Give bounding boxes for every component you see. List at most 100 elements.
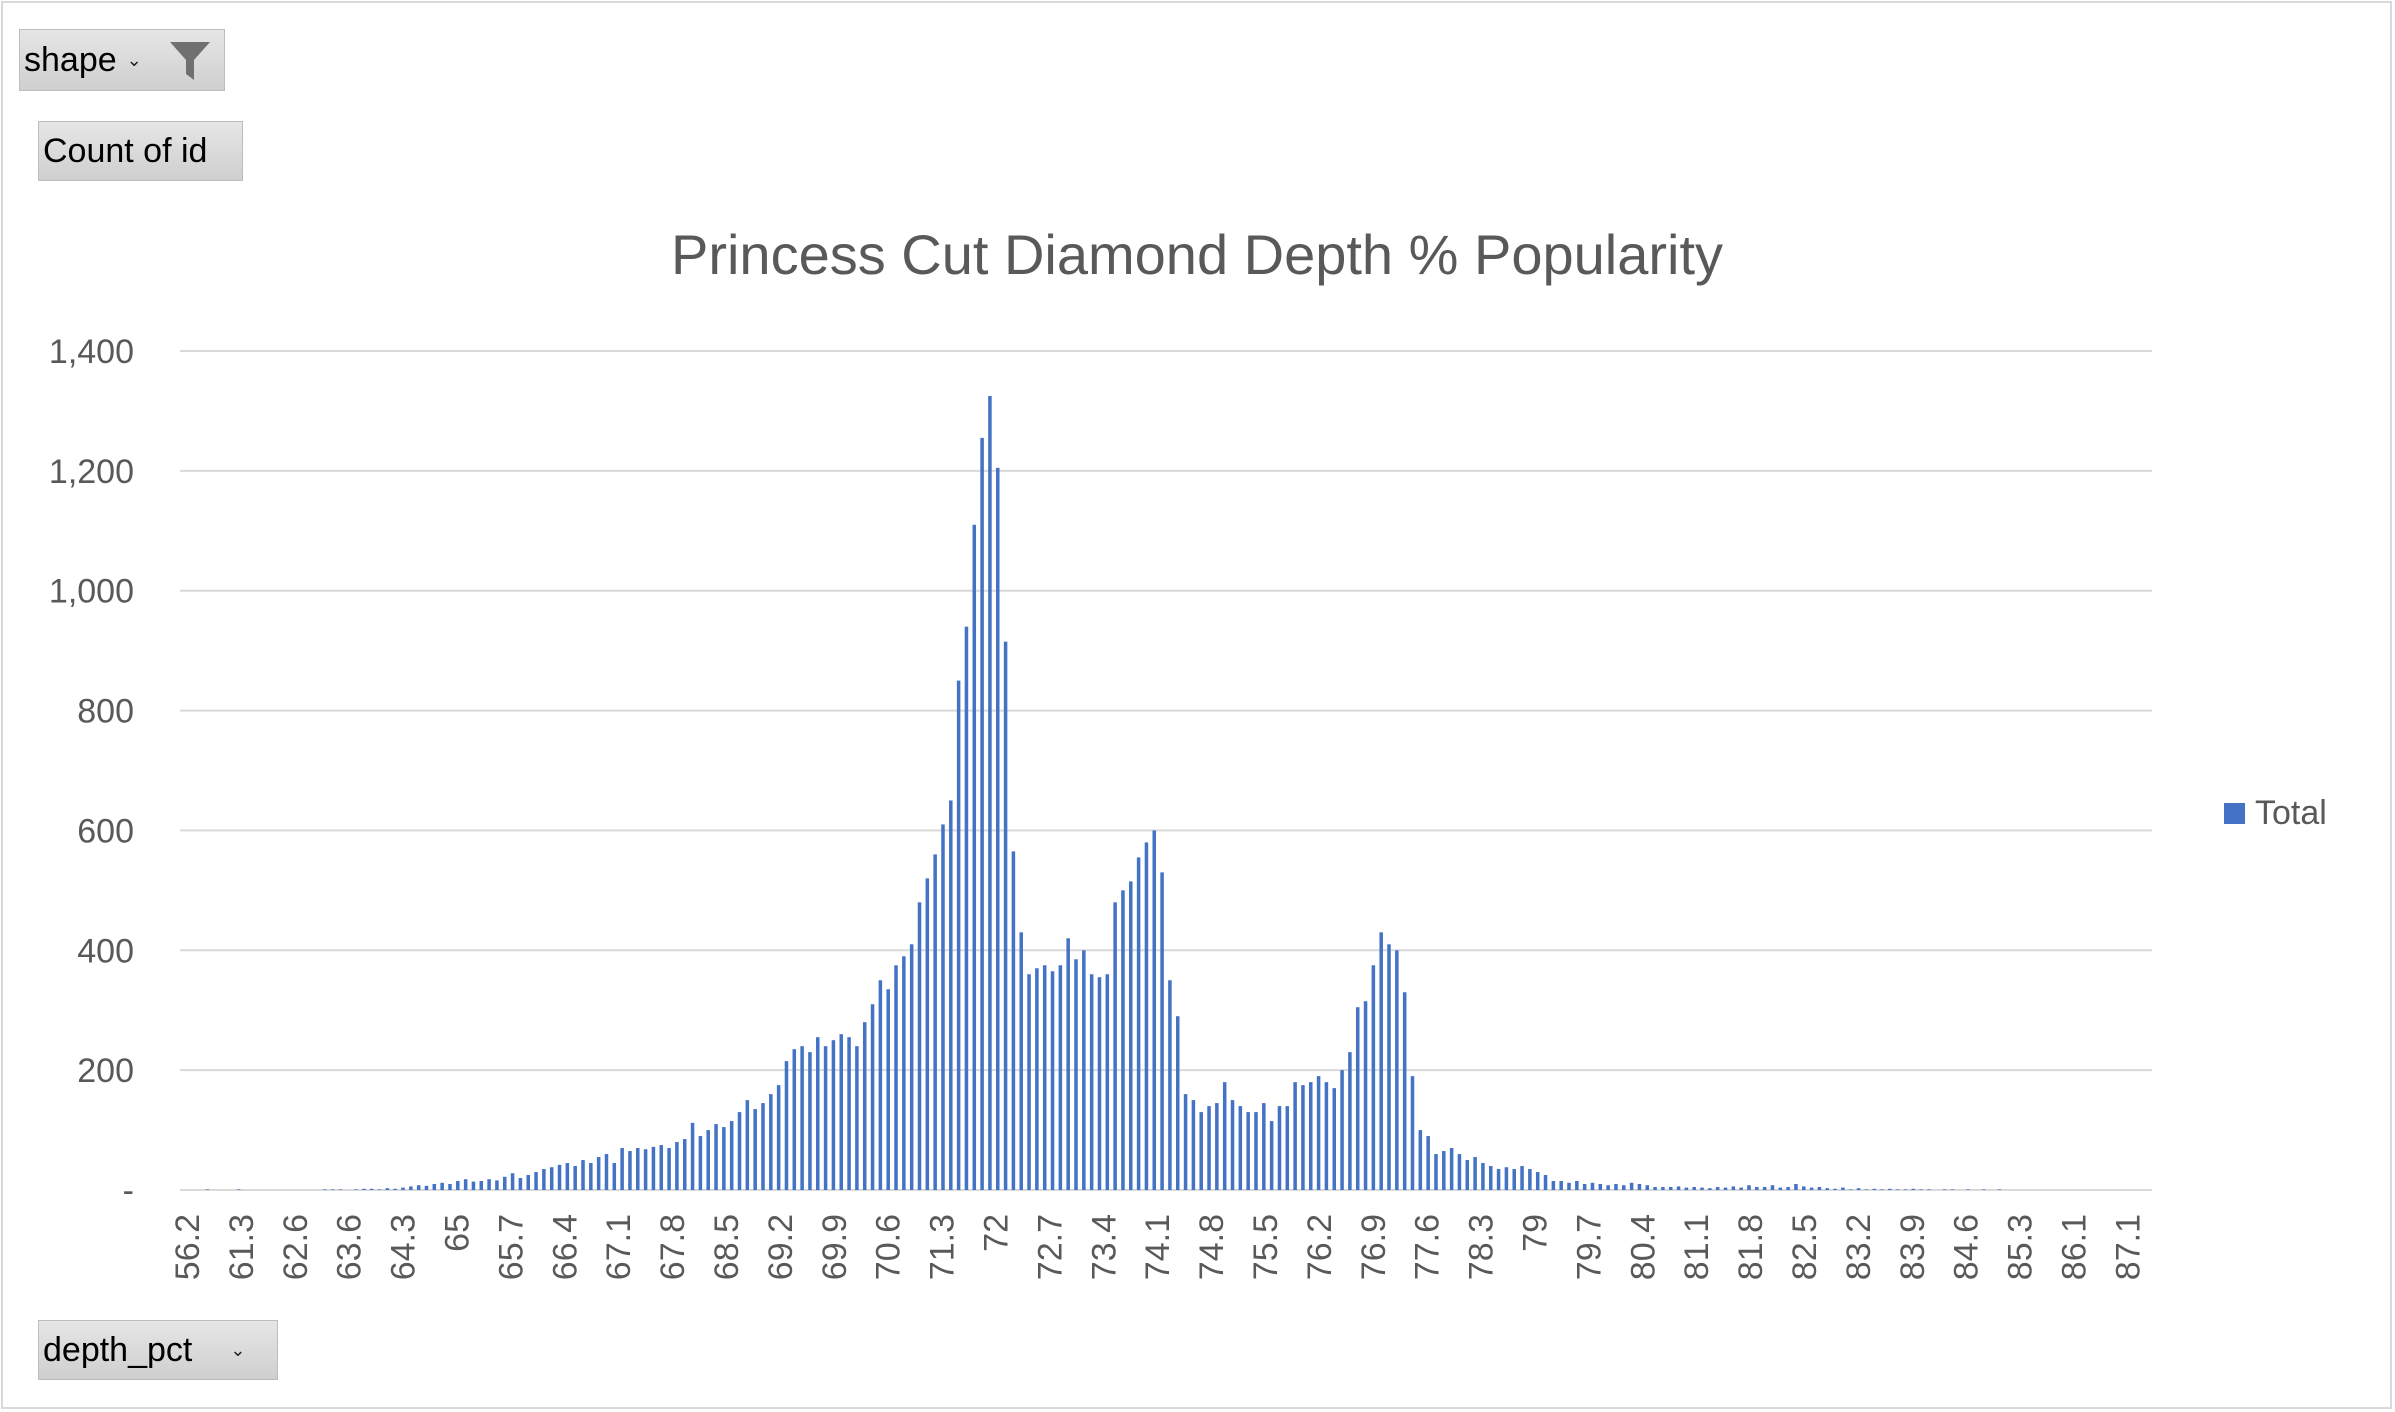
bar <box>1825 1188 1830 1190</box>
bar <box>628 1151 632 1190</box>
filter-field-label: shape <box>24 40 117 79</box>
x-tick-label: 65.7 <box>492 1214 530 1280</box>
bar <box>722 1127 726 1190</box>
bar <box>573 1166 577 1190</box>
funnel-filter-icon[interactable] <box>168 40 212 82</box>
bar <box>323 1189 327 1190</box>
bar <box>1309 1082 1313 1190</box>
x-tick-label: 62.6 <box>277 1214 315 1280</box>
bar <box>1434 1154 1438 1190</box>
x-tick-label: 71.3 <box>924 1214 962 1280</box>
x-tick-label: 81.1 <box>1678 1214 1716 1280</box>
bar <box>1175 1016 1180 1190</box>
bar <box>362 1188 366 1190</box>
bar <box>1379 932 1383 1190</box>
bar <box>1418 1130 1423 1190</box>
bar <box>463 1179 468 1190</box>
bar <box>1050 971 1055 1190</box>
bar <box>1058 965 1063 1190</box>
x-tick-label: 76.9 <box>1355 1214 1393 1280</box>
bar <box>448 1184 452 1190</box>
bar <box>1387 944 1391 1190</box>
bar <box>1160 872 1164 1190</box>
x-tick-label: 82.5 <box>1786 1214 1824 1280</box>
bar <box>1042 965 1047 1190</box>
x-tick-label: 81.8 <box>1732 1214 1770 1280</box>
axis-field-button-depth-pct[interactable]: depth_pct ⌄ <box>38 1320 278 1380</box>
bar <box>549 1167 554 1190</box>
bar <box>1622 1185 1626 1190</box>
axis-field-label: depth_pct <box>43 1330 193 1369</box>
bar <box>1129 881 1133 1190</box>
bar <box>1880 1189 1884 1190</box>
bar <box>675 1142 679 1190</box>
bar <box>1888 1188 1892 1190</box>
bar <box>682 1139 687 1190</box>
bar <box>1715 1187 1720 1190</box>
bar <box>1066 938 1070 1190</box>
bar <box>1966 1189 1970 1190</box>
bar <box>792 1049 797 1190</box>
bar <box>1191 1100 1196 1190</box>
bar <box>604 1154 609 1190</box>
bar <box>800 1046 804 1190</box>
bar <box>1723 1187 1728 1190</box>
bar <box>1770 1185 1775 1190</box>
bar <box>612 1163 617 1190</box>
x-tick-label: 83.9 <box>1894 1214 1932 1280</box>
bar <box>753 1109 757 1190</box>
bar <box>690 1122 695 1190</box>
bar <box>1559 1181 1563 1190</box>
x-tick-label: 80.4 <box>1624 1214 1662 1280</box>
bar <box>839 1034 844 1190</box>
bar <box>1426 1136 1430 1190</box>
bar <box>1207 1106 1211 1190</box>
bar <box>1254 1112 1258 1190</box>
bar <box>847 1037 851 1190</box>
values-field-label: Count of id <box>43 131 208 170</box>
bar <box>416 1185 421 1190</box>
x-axis: 56.2 61.3 62.6 63.6 64.3 65 65.7 66.4 67.1 67.8 68… <box>169 1214 2147 1280</box>
x-tick-label: 69.2 <box>762 1214 800 1280</box>
bar <box>495 1180 499 1190</box>
bar <box>1841 1187 1845 1190</box>
bar <box>620 1148 624 1190</box>
x-tick-label: 66.4 <box>546 1214 584 1280</box>
y-tick-label: 1,200 <box>49 453 134 491</box>
bar <box>471 1181 476 1190</box>
bar <box>714 1124 718 1190</box>
bar <box>456 1181 460 1190</box>
bar <box>1262 1103 1266 1190</box>
chevron-down-icon[interactable]: ⌄ <box>126 49 142 70</box>
bar <box>1809 1187 1814 1190</box>
bar <box>1512 1169 1516 1190</box>
bar <box>870 1004 875 1190</box>
bar <box>1504 1167 1509 1190</box>
y-tick-label: 1,400 <box>49 333 134 371</box>
bar <box>1199 1112 1203 1190</box>
bar <box>1927 1189 1931 1190</box>
bar <box>1645 1185 1650 1190</box>
bar <box>589 1163 593 1190</box>
bar <box>1684 1187 1689 1190</box>
bar <box>902 956 906 1190</box>
values-field-button-count-of-id[interactable]: Count of id <box>38 121 243 181</box>
bar <box>596 1157 601 1190</box>
bar <box>925 878 930 1190</box>
bar <box>816 1037 820 1190</box>
bar <box>1864 1189 1869 1190</box>
bar <box>1316 1076 1321 1190</box>
filter-field-button-shape[interactable]: shape ⌄ <box>19 29 225 91</box>
bar <box>1653 1187 1657 1190</box>
bar <box>1183 1094 1188 1190</box>
bar <box>1019 932 1023 1190</box>
bar <box>988 395 992 1190</box>
bar <box>1535 1172 1540 1190</box>
legend: Total <box>2224 794 2327 832</box>
bar <box>1449 1148 1454 1190</box>
chevron-down-icon[interactable]: ⌄ <box>230 1339 246 1360</box>
bar <box>1113 902 1117 1190</box>
bar <box>1496 1169 1501 1190</box>
bar <box>1528 1169 1532 1190</box>
bar <box>1661 1187 1665 1190</box>
